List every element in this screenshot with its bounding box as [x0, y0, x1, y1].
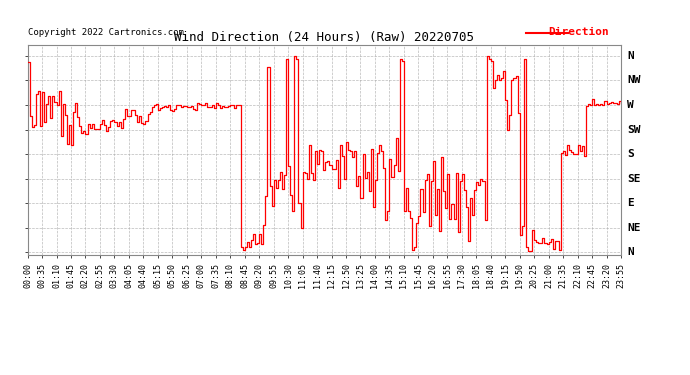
Text: NE: NE: [627, 223, 640, 233]
Text: W: W: [627, 100, 633, 110]
Text: N: N: [627, 51, 633, 61]
Text: SE: SE: [627, 174, 640, 184]
Text: NW: NW: [627, 75, 640, 86]
Text: S: S: [627, 149, 633, 159]
Text: Direction: Direction: [549, 27, 609, 37]
Title: Wind Direction (24 Hours) (Raw) 20220705: Wind Direction (24 Hours) (Raw) 20220705: [175, 31, 474, 44]
Text: SW: SW: [627, 124, 640, 135]
Text: N: N: [627, 247, 633, 257]
Text: Copyright 2022 Cartronics.com: Copyright 2022 Cartronics.com: [28, 28, 184, 37]
Text: E: E: [627, 198, 633, 208]
